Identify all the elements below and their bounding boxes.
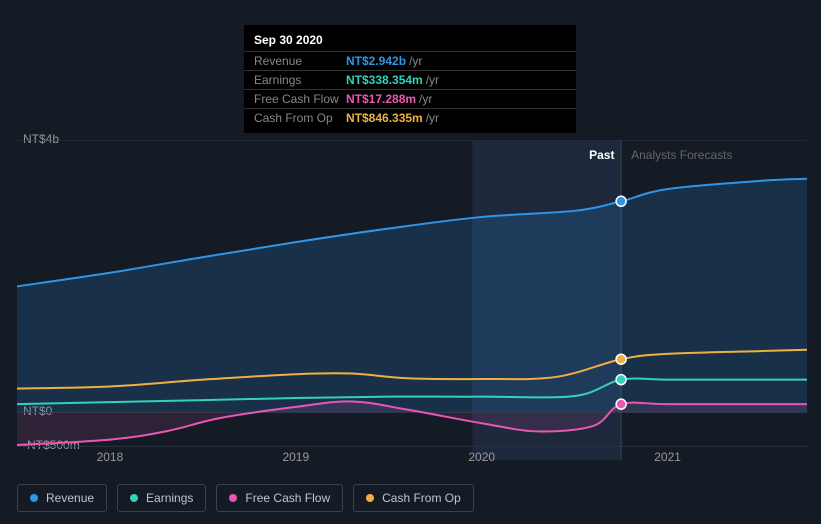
x-axis-label: 2018 (97, 450, 124, 464)
tooltip-metric-unit: /yr (426, 111, 439, 125)
tooltip-date: Sep 30 2020 (244, 31, 576, 52)
chart-plot[interactable] (17, 140, 807, 460)
x-axis-label: 2021 (654, 450, 681, 464)
tooltip-row: EarningsNT$338.354m/yr (244, 71, 576, 90)
tooltip-metric-unit: /yr (426, 73, 439, 87)
tooltip-metric-unit: /yr (409, 54, 422, 68)
legend-item-revenue[interactable]: Revenue (17, 484, 107, 512)
tooltip-metric-value: NT$17.288m (346, 92, 416, 106)
legend-label: Cash From Op (382, 491, 461, 505)
past-label: Past (589, 148, 614, 162)
tooltip-metric-label: Revenue (254, 54, 346, 68)
x-axis-label: 2020 (468, 450, 495, 464)
legend-item-free-cash-flow[interactable]: Free Cash Flow (216, 484, 343, 512)
tooltip-metric-label: Free Cash Flow (254, 92, 346, 106)
chart-tooltip: Sep 30 2020 RevenueNT$2.942b/yrEarningsN… (244, 25, 576, 133)
tooltip-metric-label: Earnings (254, 73, 346, 87)
tooltip-metric-unit: /yr (419, 92, 432, 106)
legend-dot-icon (229, 494, 237, 502)
tooltip-metric-value: NT$2.942b (346, 54, 406, 68)
legend-item-earnings[interactable]: Earnings (117, 484, 206, 512)
legend-dot-icon (30, 494, 38, 502)
financials-chart: NT$4bNT$0-NT$500m 2018201920202021 Past … (17, 118, 807, 508)
legend-label: Earnings (146, 491, 193, 505)
legend-dot-icon (366, 494, 374, 502)
legend-label: Revenue (46, 491, 94, 505)
x-axis-label: 2019 (282, 450, 309, 464)
chart-legend: Revenue Earnings Free Cash Flow Cash From O… (17, 484, 474, 512)
forecast-label: Analysts Forecasts (631, 148, 732, 162)
tooltip-metric-value: NT$338.354m (346, 73, 423, 87)
tooltip-metric-value: NT$846.335m (346, 111, 423, 125)
tooltip-row: Free Cash FlowNT$17.288m/yr (244, 90, 576, 109)
legend-item-cash-from-op[interactable]: Cash From Op (353, 484, 474, 512)
tooltip-row: Cash From OpNT$846.335m/yr (244, 109, 576, 127)
legend-dot-icon (130, 494, 138, 502)
legend-label: Free Cash Flow (245, 491, 330, 505)
tooltip-metric-label: Cash From Op (254, 111, 346, 125)
tooltip-row: RevenueNT$2.942b/yr (244, 52, 576, 71)
